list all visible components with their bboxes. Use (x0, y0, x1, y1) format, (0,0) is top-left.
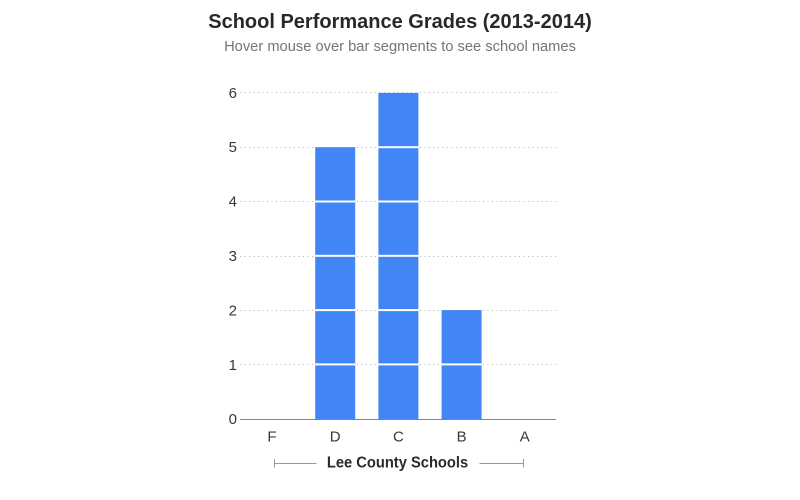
svg-text:B: B (457, 429, 467, 446)
svg-text:0: 0 (229, 411, 237, 428)
svg-text:1: 1 (229, 357, 237, 374)
svg-text:School Performance Grades (201: School Performance Grades (2013-2014) (208, 11, 592, 33)
svg-text:5: 5 (229, 139, 237, 156)
svg-text:Lee County Schools: Lee County Schools (327, 455, 468, 472)
svg-text:3: 3 (229, 248, 237, 265)
svg-text:A: A (520, 429, 530, 446)
svg-text:F: F (267, 429, 276, 446)
svg-text:2: 2 (229, 302, 237, 319)
svg-text:Hover mouse over bar segments: Hover mouse over bar segments to see sch… (224, 39, 576, 55)
svg-text:D: D (330, 429, 341, 446)
svg-text:4: 4 (229, 194, 237, 211)
svg-text:C: C (393, 429, 404, 446)
svg-text:6: 6 (229, 85, 237, 102)
